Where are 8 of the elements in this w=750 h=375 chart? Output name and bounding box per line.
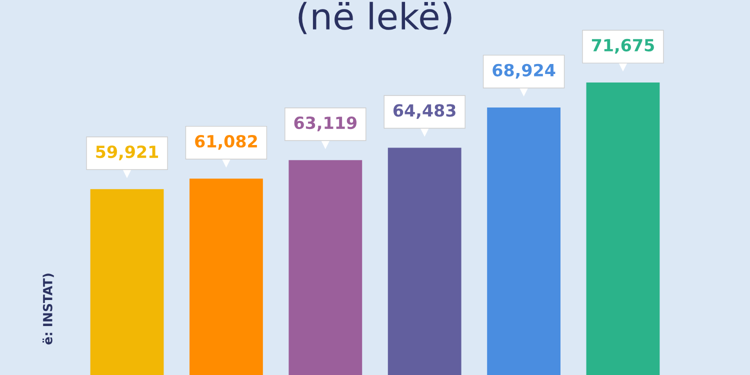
data-label: 63,119 bbox=[294, 116, 356, 132]
data-label: 59,921 bbox=[96, 145, 158, 160]
data-label: 68,924 bbox=[492, 64, 556, 79]
data-label: 61,082 bbox=[195, 134, 257, 150]
data-label: 64,483 bbox=[393, 104, 456, 119]
annotation: ë: INSTAT) bbox=[42, 274, 54, 344]
data-label: 71,675 bbox=[592, 38, 654, 54]
chart-title: (në lekë) bbox=[298, 2, 452, 34]
